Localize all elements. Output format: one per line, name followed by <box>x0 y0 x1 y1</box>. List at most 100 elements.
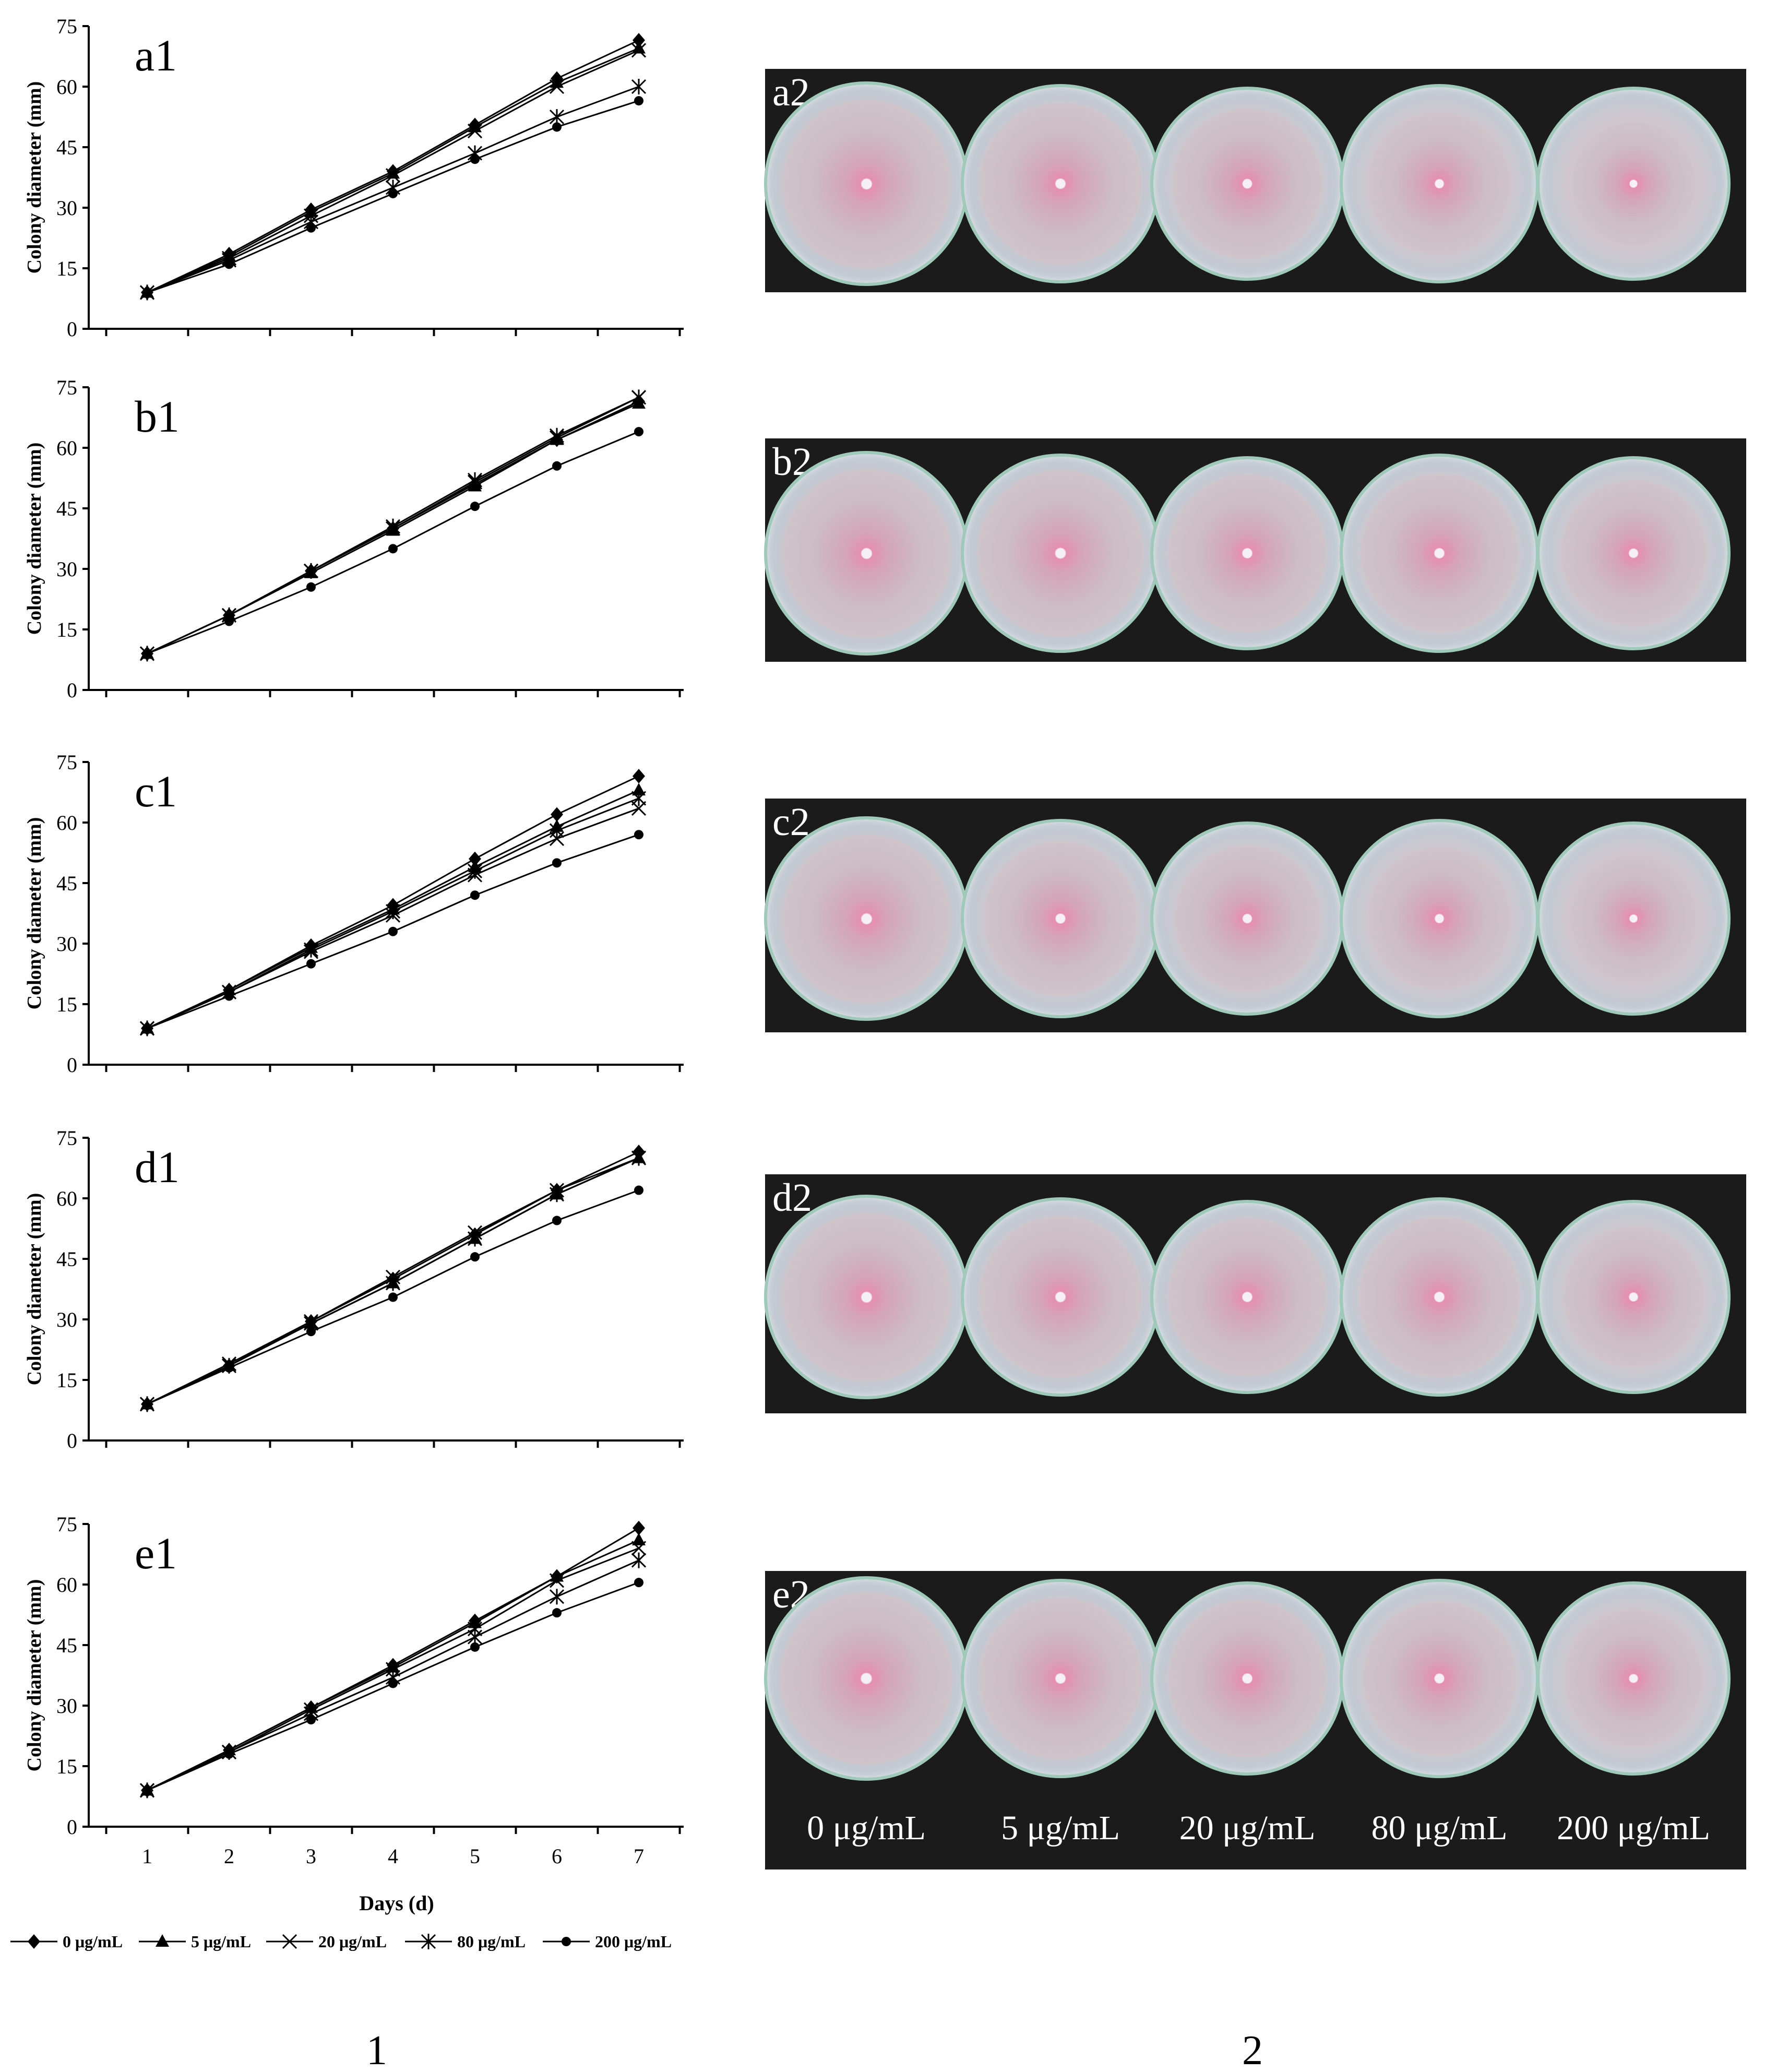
data-point <box>306 223 316 233</box>
data-point <box>303 942 319 958</box>
petri-dish <box>1340 1197 1539 1397</box>
petri-dish <box>1150 456 1344 650</box>
legend-marker <box>421 1934 436 1949</box>
legend-label: 200 μg/mL <box>595 1932 672 1951</box>
legend-item: 80 μg/mL <box>405 1932 526 1951</box>
chart-panel-c1: 0 15 30 45 60 75 Colony diameter (mm) c1 <box>23 751 684 1077</box>
fungal-colony <box>1168 474 1327 633</box>
y-tick-label: 75 <box>56 1126 77 1150</box>
petri-dish <box>764 1576 969 1781</box>
data-point <box>388 1292 398 1302</box>
data-point <box>632 783 646 796</box>
legend-item: 0 μg/mL <box>10 1932 123 1951</box>
y-tick-label: 15 <box>56 618 77 641</box>
data-point <box>224 991 234 1001</box>
y-tick-label: 45 <box>56 872 77 895</box>
data-point <box>549 823 565 839</box>
bottom-label-2: 2 <box>1242 2028 1263 2072</box>
data-point <box>306 1715 316 1725</box>
y-tick-label: 45 <box>56 136 77 159</box>
data-point <box>386 166 400 179</box>
panel-label: d1 <box>135 1142 180 1192</box>
y-tick-label: 45 <box>56 1634 77 1657</box>
data-point <box>470 502 480 511</box>
data-point <box>386 1660 400 1673</box>
legend-marker <box>28 1934 40 1949</box>
series-circle <box>142 1578 643 1795</box>
data-point <box>470 154 480 164</box>
fungal-colony <box>1560 480 1707 627</box>
y-tick-label: 30 <box>56 932 77 956</box>
data-point <box>224 1363 234 1373</box>
data-point <box>551 807 563 822</box>
fungal-colony <box>979 102 1142 265</box>
y-tick-label: 0 <box>67 317 77 341</box>
data-point <box>467 472 483 488</box>
data-point <box>549 427 565 444</box>
petri-dish <box>1340 1579 1539 1778</box>
y-tick-label: 0 <box>67 678 77 702</box>
series-circle <box>142 1185 643 1409</box>
data-point <box>385 903 401 920</box>
data-point <box>634 1185 643 1195</box>
fungal-colony <box>1360 474 1519 633</box>
fungal-colony <box>1571 122 1696 246</box>
y-axis-label: Colony diameter (mm) <box>23 81 45 274</box>
data-point <box>631 790 647 806</box>
chart-panel-d1: 0 15 30 45 60 75 Colony diameter (mm) d1 <box>23 1126 684 1452</box>
x-tick-label: 1 <box>142 1844 152 1868</box>
data-point <box>634 96 643 106</box>
x-tick-label: 4 <box>388 1844 398 1868</box>
fungal-colony <box>979 1597 1142 1760</box>
data-point <box>142 1399 152 1409</box>
series-circle <box>142 96 643 297</box>
fungal-colony <box>782 1212 951 1382</box>
y-tick-label: 60 <box>56 75 77 99</box>
petri-photo-c2: c2 <box>764 799 1746 1032</box>
y-tick-label: 30 <box>56 1308 77 1331</box>
y-axis-label: Colony diameter (mm) <box>23 1579 45 1772</box>
data-point <box>385 1275 401 1291</box>
fungal-colony <box>1168 1218 1327 1376</box>
fungal-colony <box>782 834 951 1003</box>
concentration-label: 0 μg/mL <box>807 1809 926 1847</box>
fungal-colony <box>1362 1601 1517 1756</box>
fungal-colony <box>1172 109 1322 259</box>
fungal-colony <box>782 99 951 268</box>
data-point <box>306 582 316 592</box>
y-tick-label: 30 <box>56 196 77 220</box>
data-point <box>549 109 565 125</box>
concentration-label: 5 μg/mL <box>1001 1809 1120 1847</box>
petri-dish <box>961 84 1160 283</box>
data-point <box>224 616 234 626</box>
petri-photo-e2: e2 0 μg/mL 5 μg/mL 20 μg/mL 80 μg/mL 200 μg/m… <box>764 1571 1746 1869</box>
data-point <box>303 563 319 579</box>
data-point <box>467 1629 483 1645</box>
data-point <box>306 959 316 969</box>
fungal-colony <box>1359 1217 1520 1377</box>
petri-dish <box>1150 1581 1344 1776</box>
data-point <box>549 1573 565 1588</box>
y-tick-label: 45 <box>56 497 77 520</box>
legend-label: 5 μg/mL <box>191 1932 251 1951</box>
series-triangle <box>140 41 646 298</box>
petri-dish <box>1536 87 1731 281</box>
panel-label: c1 <box>135 766 177 816</box>
petri-dish <box>764 81 969 286</box>
fungal-colony <box>1569 854 1698 983</box>
legend-label: 80 μg/mL <box>457 1932 526 1951</box>
series-circle <box>142 830 643 1033</box>
legend-label: 0 μg/mL <box>63 1932 123 1951</box>
petri-dish <box>1150 1200 1344 1394</box>
y-tick-label: 60 <box>56 811 77 835</box>
data-point <box>633 33 645 48</box>
petri-dish <box>764 451 969 656</box>
data-point <box>631 43 647 58</box>
fungal-colony <box>979 1216 1142 1378</box>
data-point <box>467 863 483 879</box>
y-axis-label: Colony diameter (mm) <box>23 817 45 1010</box>
y-tick-label: 0 <box>67 1053 77 1077</box>
y-tick-label: 75 <box>56 1513 77 1536</box>
fungal-colony <box>780 1592 953 1765</box>
